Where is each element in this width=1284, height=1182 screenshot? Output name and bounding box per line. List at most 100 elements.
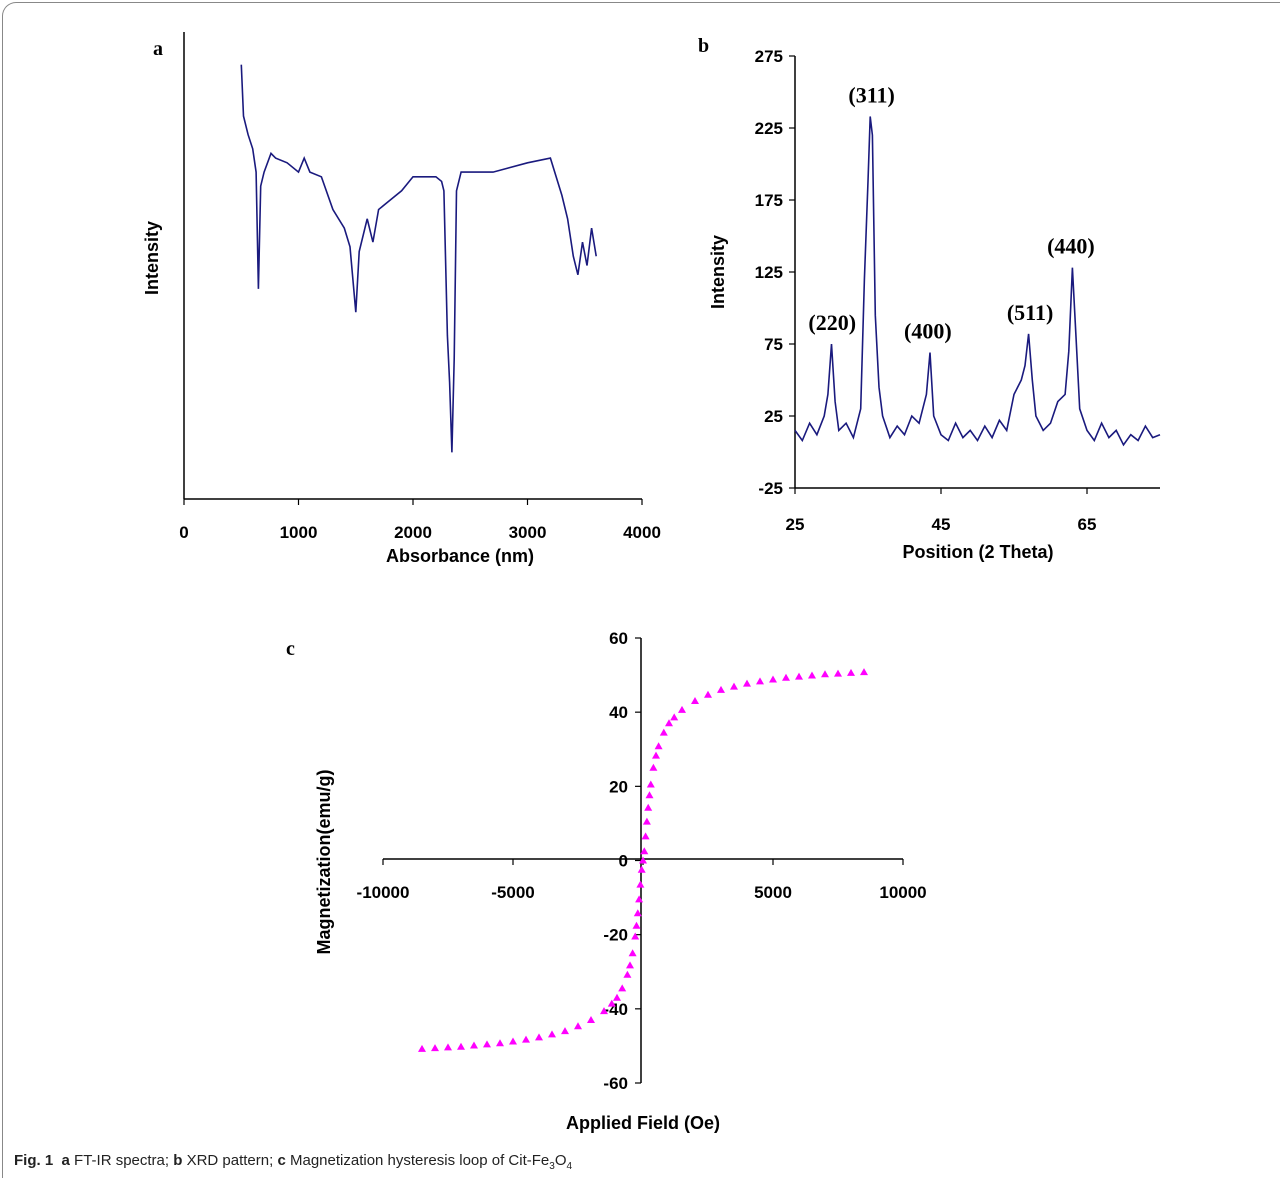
panel-c-data-point [418, 1044, 426, 1052]
panel-b-peak-annotation: (400) [904, 319, 952, 344]
panel-c-data-point [637, 865, 646, 873]
panel-b-peak-annotation: (311) [848, 82, 894, 107]
panel-c-data-point [496, 1039, 504, 1047]
panel-b-x-label: Position (2 Theta) [902, 542, 1053, 562]
panel-c-data-point [847, 668, 855, 676]
caption-fig-label: Fig. 1 [14, 1152, 54, 1169]
panel-c-y-tick-label: 20 [609, 777, 628, 796]
panel-c-data-point [623, 970, 632, 978]
panel-b-peak-annotation: (220) [808, 310, 856, 335]
panel-c-data-point [641, 832, 650, 840]
panel-c-data-point [587, 1016, 595, 1023]
panel-a-x-tick-label: 1000 [280, 523, 318, 542]
panel-c-data-point [756, 677, 764, 685]
panel-c-data-point [659, 728, 668, 736]
panel-c-y-tick-label: -40 [603, 1000, 628, 1019]
caption-letter-c: c [277, 1152, 286, 1169]
panel-c-data-point [535, 1033, 543, 1041]
panel-c-hysteresis-chart: 60 40 20 0 -20 -40 -60 -10000 -5000 5000 10000 App… [314, 629, 927, 1133]
panel-c-data-point [646, 780, 655, 788]
panel-b-x-tick-label: 45 [932, 515, 951, 534]
panel-c-data-point [600, 1007, 608, 1015]
panel-b-x-tick-label: 65 [1078, 515, 1097, 534]
panel-c-data-point [652, 751, 660, 759]
panel-c-data-point [626, 961, 634, 969]
caption-text-c: Magnetization hysteresis loop of Cit-Fe [289, 1152, 550, 1169]
panel-c-data-point [649, 763, 658, 771]
panel-c-x-label: Applied Field (Oe) [566, 1113, 720, 1133]
panel-c-data-point [678, 705, 686, 713]
panel-b-y-tick-label: 275 [755, 47, 783, 66]
figure-caption: Fig. 1 a FT-IR spectra; b XRD pattern; c… [14, 1152, 572, 1172]
panel-c-data-point [548, 1030, 556, 1038]
panel-b-y-tick-label: 175 [755, 191, 783, 210]
panel-c-data-point [639, 856, 647, 864]
caption-text-a: FT-IR spectra; [74, 1152, 170, 1169]
panel-c-data-point [633, 909, 642, 917]
panel-b-peak-annotation: (440) [1047, 234, 1095, 259]
caption-formula-o: O [554, 1152, 567, 1169]
panel-c-data-point [640, 847, 649, 855]
panel-label-b: b [698, 35, 709, 57]
panel-c-x-tick-label: -5000 [491, 883, 534, 902]
panel-c-data-point [632, 921, 641, 929]
panel-c-data-point [782, 673, 790, 681]
panel-b-y-tick-label: 125 [755, 263, 783, 282]
panel-c-data-point [645, 791, 654, 799]
panel-a-x-tick-label: 4000 [623, 523, 661, 542]
panel-c-data-point [860, 668, 868, 676]
panel-c-data-point [821, 670, 829, 678]
panel-c-x-tick-label: 5000 [754, 883, 792, 902]
panel-a-x-label: Absorbance (nm) [386, 546, 534, 566]
panel-c-y-tick-label: 60 [609, 629, 628, 648]
caption-letter-b: b [173, 1152, 183, 1169]
panel-c-data-point [743, 679, 751, 687]
panel-c-data-point [470, 1041, 478, 1049]
panel-c-data-point [483, 1040, 491, 1048]
panel-b-series-line [794, 116, 1161, 447]
panel-a-x-tick-label: 3000 [509, 523, 547, 542]
panel-a-ftir-chart: 0 1000 2000 3000 4000 Absorbance (nm) Intens… [142, 32, 661, 566]
panel-c-data-point [665, 719, 673, 727]
panel-b-peak-annotation: (511) [1007, 300, 1053, 325]
panel-c-data-point [631, 932, 640, 940]
panel-b-y-tick-label: 25 [764, 407, 783, 426]
panel-b-y-label: Intensity [708, 235, 728, 309]
panel-c-y-label: Magnetization(emu/g) [314, 770, 334, 955]
panel-c-data-point [635, 895, 644, 903]
panel-c-x-tick-label: -10000 [357, 883, 410, 902]
panel-c-data-point [691, 697, 699, 704]
panel-c-data-point [607, 999, 616, 1007]
panel-c-data-point [522, 1035, 530, 1043]
panel-c-data-point [769, 675, 777, 683]
panel-c-data-point [618, 984, 627, 992]
panel-b-y-tick-label: 225 [755, 119, 783, 138]
panel-label-a: a [153, 38, 163, 60]
panel-b-y-tick-label: 75 [764, 335, 783, 354]
panel-c-data-point [795, 672, 803, 680]
panel-c-y-tick-label: 0 [619, 852, 628, 871]
panel-a-x-tick-label: 0 [179, 523, 188, 542]
panel-c-data-point [561, 1027, 569, 1035]
panel-c-data-point [613, 993, 621, 1001]
panel-a-series-line [240, 64, 597, 453]
panel-c-x-tick-label: 10000 [879, 883, 926, 902]
caption-letter-a: a [61, 1152, 70, 1169]
panel-c-data-point [642, 817, 651, 825]
panel-c-data-point [808, 671, 816, 679]
panel-a-y-label: Intensity [142, 221, 162, 295]
panel-c-data-point [431, 1044, 439, 1052]
panel-c-data-point [636, 880, 645, 888]
panel-c-y-tick-label: -60 [603, 1074, 628, 1093]
caption-text-b: XRD pattern; [186, 1152, 274, 1169]
panel-c-data-point [670, 713, 679, 721]
panel-c-data-point [834, 669, 842, 677]
panel-label-c: c [286, 638, 295, 660]
panel-b-y-tick-label: -25 [758, 479, 783, 498]
panel-c-data-point [644, 803, 653, 811]
panel-c-y-tick-label: 40 [609, 703, 628, 722]
panel-c-data-point [717, 685, 725, 693]
panel-a-x-tick-label: 2000 [394, 523, 432, 542]
